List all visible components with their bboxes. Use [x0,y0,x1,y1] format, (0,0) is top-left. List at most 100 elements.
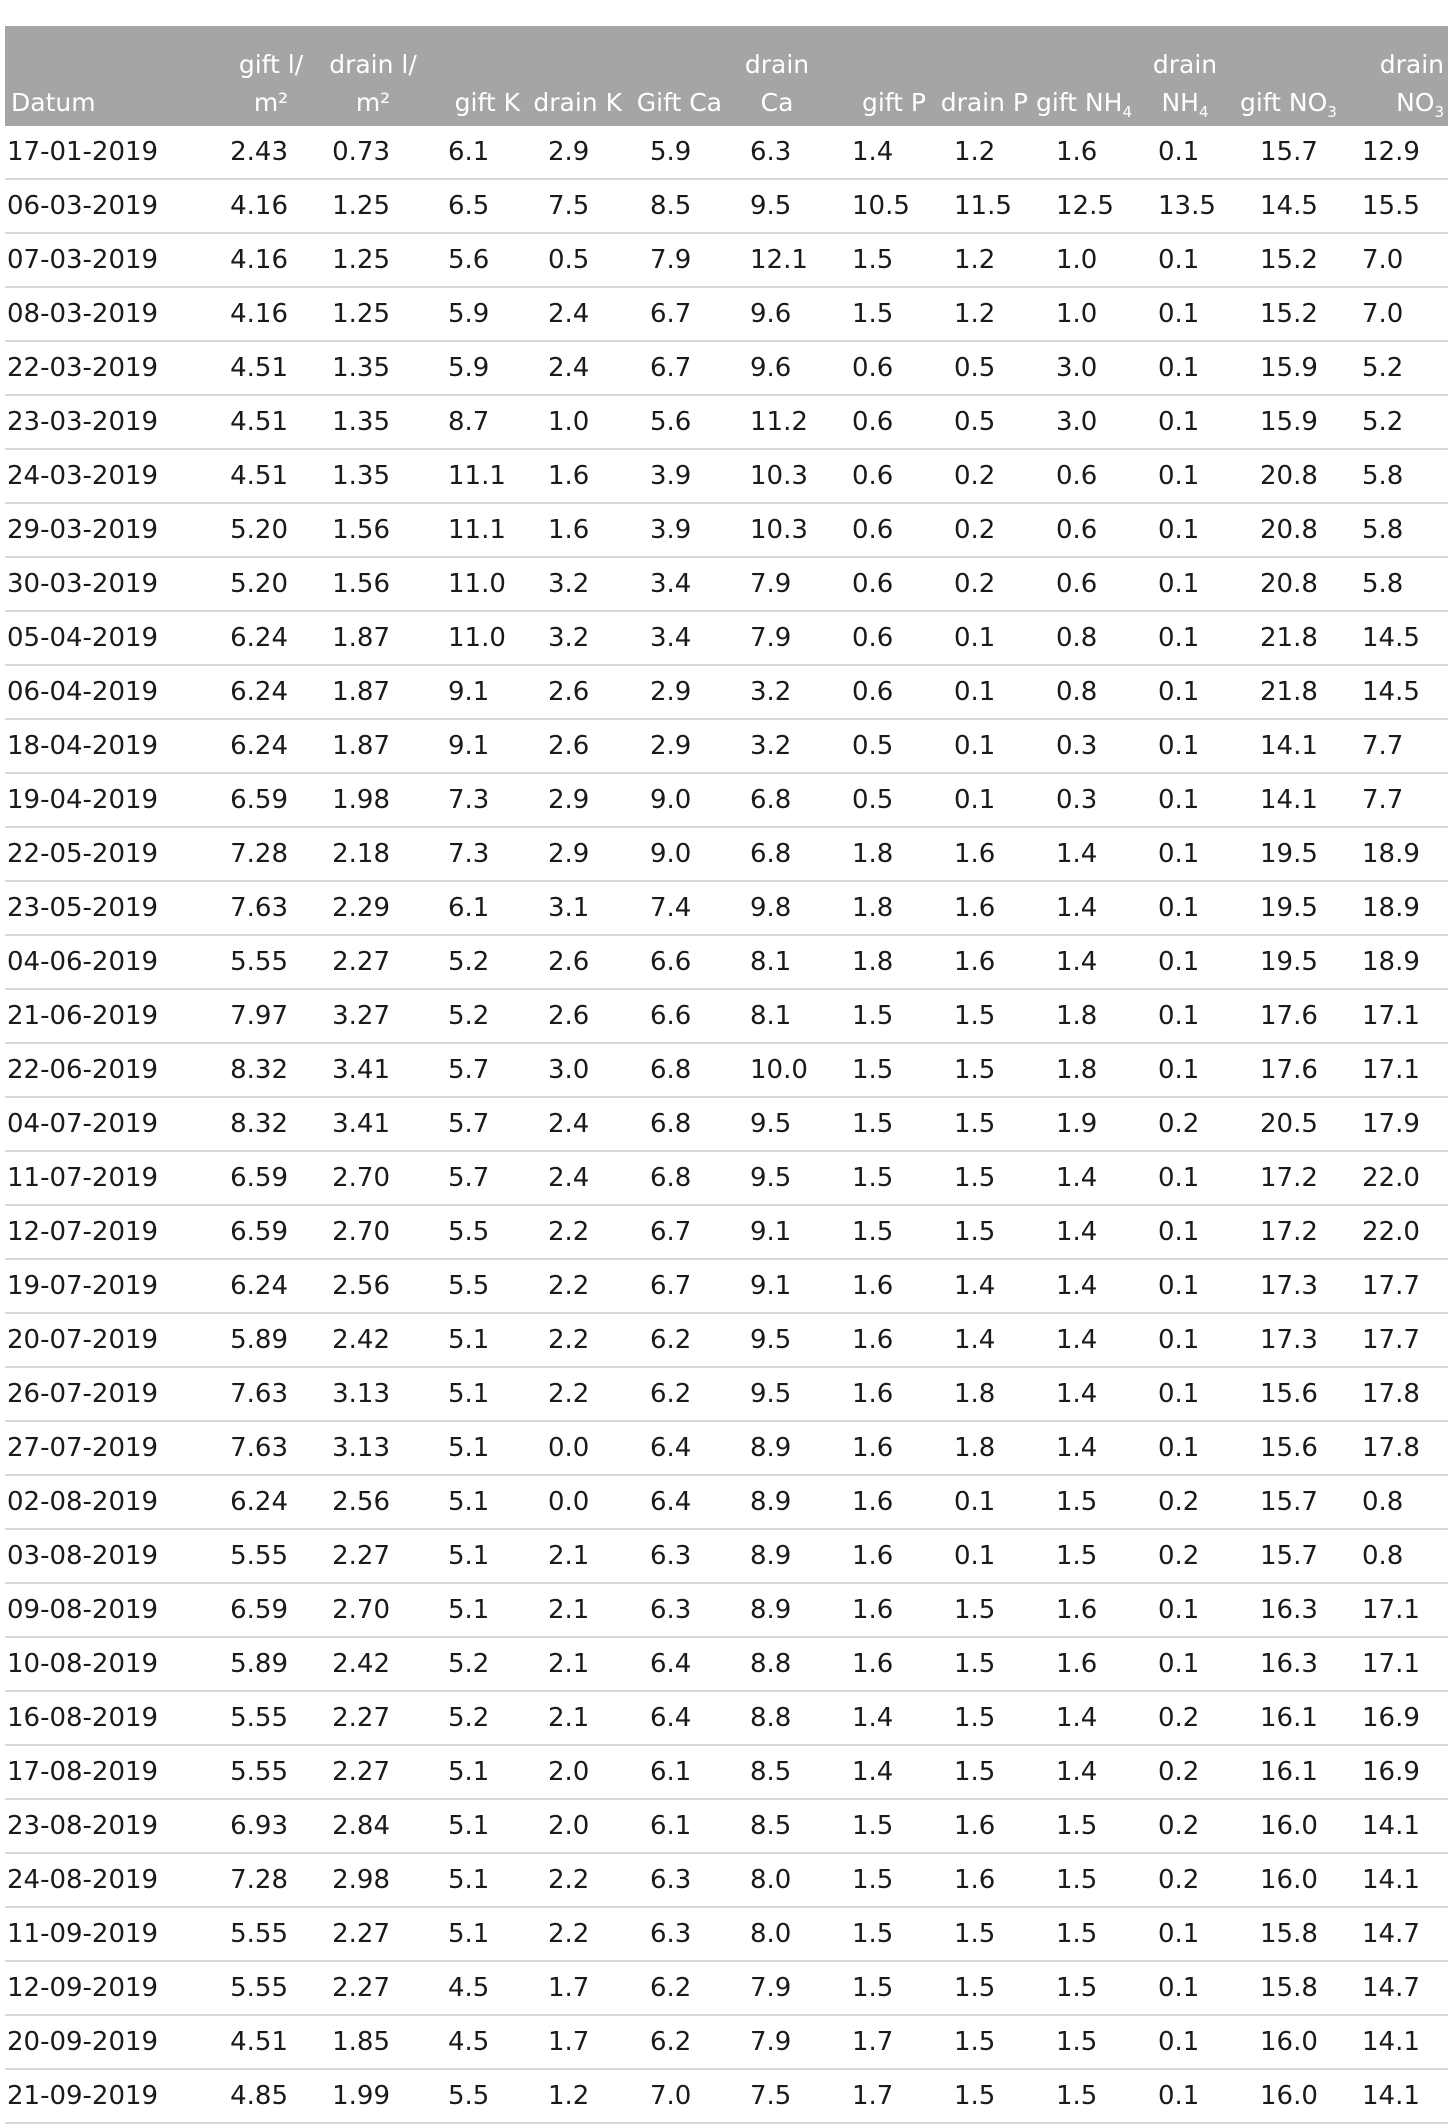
cell-drain-ca: 12.1 [726,233,828,288]
cell-gift-nh4: 1.9 [1032,1097,1134,1152]
cell-drain-nh4: 0.1 [1134,1367,1236,1422]
cell-drain-l-m2: 2.98 [322,1853,424,1908]
cell-drain-ca: 8.8 [726,1691,828,1746]
cell-drain-nh4: 0.1 [1134,611,1236,666]
cell-drain-ca: 7.9 [726,1961,828,2016]
cell-drain-nh4: 0.1 [1134,557,1236,612]
cell-drain-k: 1.7 [524,2015,626,2070]
cell-gift-k: 5.1 [424,1421,524,1476]
cell-drain-p: 1.4 [930,1313,1032,1368]
cell-datum: 19-04-2019 [5,773,220,828]
header-drain-p: drain P [940,88,1028,117]
cell-drain-no3: 17.7 [1338,1259,1448,1314]
cell-drain-ca: 6.8 [726,827,828,882]
cell-drain-nh4: 0.1 [1134,341,1236,396]
cell-gift-l-m2: 4.51 [220,449,322,504]
cell-drain-p: 0.1 [930,665,1032,720]
cell-gift-l-m2: 7.63 [220,1421,322,1476]
cell-drain-ca: 8.5 [726,1745,828,1800]
cell-drain-no3: 18.9 [1338,881,1448,936]
cell-gift-nh4: 1.0 [1032,287,1134,342]
cell-gift-l-m2: 6.59 [220,773,322,828]
cell-drain-l-m2: 1.56 [322,557,424,612]
cell-drain-nh4: 0.1 [1134,719,1236,774]
cell-drain-k: 7.5 [524,179,626,234]
cell-drain-p: 1.5 [930,1043,1032,1098]
cell-drain-nh4: 0.1 [1134,233,1236,288]
cell-gift-p: 1.6 [828,1583,930,1638]
table-row: 20-09-2019 4.51 1.85 4.5 1.7 6.2 7.9 1.7 1.5 1.5 0… [5,2015,1448,2070]
cell-drain-p: 1.5 [930,2069,1032,2124]
cell-gift-k: 11.0 [424,557,524,612]
table-row: 23-08-2019 6.93 2.84 5.1 2.0 6.1 8.5 1.5 1.6 1.5 0… [5,1799,1448,1854]
cell-gift-nh4: 1.4 [1032,827,1134,882]
cell-gift-p: 1.5 [828,1043,930,1098]
cell-drain-l-m2: 2.27 [322,1691,424,1746]
cell-gift-nh4: 1.6 [1032,1583,1134,1638]
cell-gift-k: 11.1 [424,503,524,558]
cell-drain-l-m2: 1.87 [322,665,424,720]
cell-drain-k: 0.5 [524,233,626,288]
cell-drain-ca: 8.1 [726,989,828,1044]
cell-drain-no3: 0.8 [1338,1529,1448,1584]
cell-drain-l-m2: 2.27 [322,1907,424,1962]
cell-drain-nh4: 0.1 [1134,773,1236,828]
cell-drain-l-m2: 1.35 [322,341,424,396]
cell-gift-no3: 15.7 [1236,1529,1338,1584]
cell-gift-nh4: 12.5 [1032,179,1134,234]
cell-drain-nh4: 0.1 [1134,503,1236,558]
cell-datum: 08-03-2019 [5,287,220,342]
cell-drain-p: 1.5 [930,1583,1032,1638]
cell-drain-ca: 10.0 [726,1043,828,1098]
cell-gift-l-m2: 6.24 [220,665,322,720]
cell-drain-no3: 17.8 [1338,1367,1448,1422]
cell-gift-l-m2: 6.59 [220,1151,322,1206]
cell-gift-p: 1.5 [828,287,930,342]
cell-drain-nh4: 0.1 [1134,1961,1236,2016]
cell-drain-nh4: 0.1 [1134,989,1236,1044]
cell-drain-p: 0.2 [930,449,1032,504]
cell-gift-ca: 7.0 [626,2069,726,2124]
cell-datum: 04-07-2019 [5,1097,220,1152]
cell-gift-p: 1.6 [828,1367,930,1422]
table-row: 05-04-2019 6.24 1.87 11.0 3.2 3.4 7.9 0.6 0.1 0.8… [5,611,1448,666]
cell-drain-nh4: 0.1 [1134,665,1236,720]
cell-gift-nh4: 1.4 [1032,1421,1134,1476]
cell-datum: 22-05-2019 [5,827,220,882]
cell-gift-ca: 6.4 [626,1637,726,1692]
cell-gift-no3: 15.8 [1236,1961,1338,2016]
table-row: 06-04-2019 6.24 1.87 9.1 2.6 2.9 3.2 0.6 0.1 0.8 0… [5,665,1448,720]
cell-drain-nh4: 13.5 [1134,179,1236,234]
cell-drain-ca: 10.3 [726,503,828,558]
cell-gift-no3: 16.3 [1236,1637,1338,1692]
cell-gift-k: 4.5 [424,1961,524,2016]
cell-datum: 19-07-2019 [5,1259,220,1314]
cell-gift-p: 1.4 [828,1691,930,1746]
cell-drain-p: 1.5 [930,1637,1032,1692]
cell-gift-ca: 6.2 [626,1961,726,2016]
cell-drain-p: 1.5 [930,1691,1032,1746]
table-row: 22-05-2019 7.28 2.18 7.3 2.9 9.0 6.8 1.8 1.6 1.4 0… [5,827,1448,882]
cell-gift-no3: 19.5 [1236,827,1338,882]
table-row: 19-04-2019 6.59 1.98 7.3 2.9 9.0 6.8 0.5 0.1 0.3 0… [5,773,1448,828]
cell-gift-no3: 17.2 [1236,1205,1338,1260]
cell-drain-k: 2.4 [524,1151,626,1206]
cell-gift-p: 1.6 [828,1475,930,1530]
cell-gift-nh4: 1.5 [1032,1907,1134,1962]
cell-gift-ca: 6.8 [626,1043,726,1098]
cell-drain-k: 3.2 [524,557,626,612]
cell-drain-l-m2: 3.41 [322,1097,424,1152]
cell-gift-k: 7.3 [424,827,524,882]
cell-gift-p: 0.6 [828,341,930,396]
cell-gift-ca: 6.3 [626,1853,726,1908]
cell-drain-nh4: 0.2 [1134,1097,1236,1152]
cell-datum: 23-08-2019 [5,1799,220,1854]
cell-datum: 27-07-2019 [5,1421,220,1476]
cell-gift-nh4: 0.8 [1032,665,1134,720]
cell-gift-p: 1.6 [828,1259,930,1314]
cell-gift-nh4: 1.8 [1032,989,1134,1044]
cell-drain-no3: 17.9 [1338,1097,1448,1152]
cell-drain-nh4: 0.1 [1134,935,1236,990]
cell-gift-p: 0.5 [828,719,930,774]
cell-drain-p: 0.1 [930,719,1032,774]
